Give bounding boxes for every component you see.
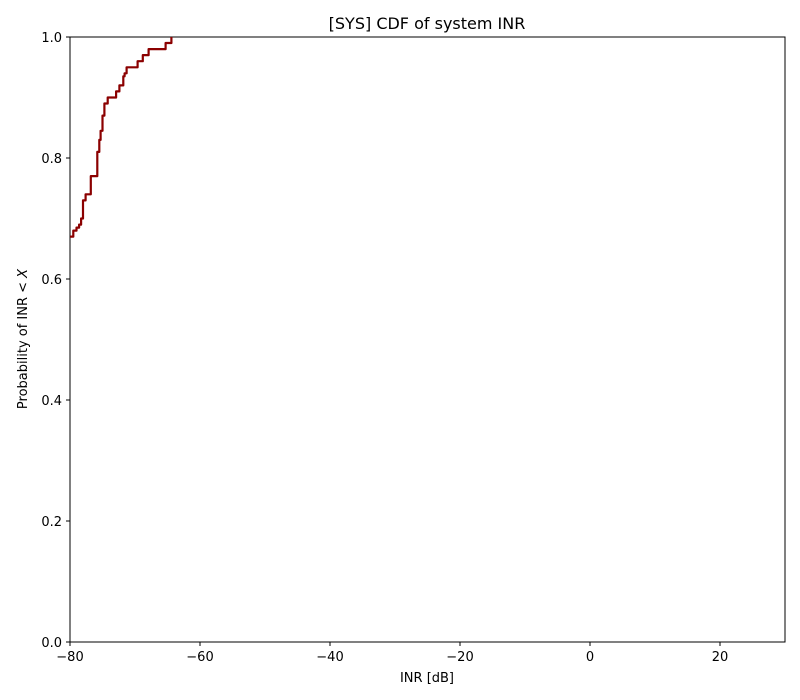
plot-area	[69, 36, 786, 643]
chart-title: [SYS] CDF of system INR	[329, 14, 526, 33]
y-axis: 0.0 0.2 0.4 0.6 0.8 1.0	[41, 31, 70, 651]
x-axis-label: INR [dB]	[400, 671, 454, 686]
axes-frame	[69, 36, 786, 643]
y-tick-label: 0.0	[41, 636, 62, 651]
y-axis-label-variable: X	[16, 268, 31, 279]
x-tick-label: 20	[712, 650, 729, 665]
x-tick-label: −40	[316, 650, 343, 665]
x-tick-label: −60	[186, 650, 213, 665]
x-tick-label: −80	[56, 650, 83, 665]
y-tick-label: 1.0	[41, 31, 62, 46]
y-tick-label: 0.2	[41, 515, 62, 530]
y-axis-label: Probability of INR < X	[16, 268, 31, 409]
y-tick-label: 0.4	[41, 394, 62, 409]
x-tick-label: −20	[446, 650, 473, 665]
y-tick-label: 0.6	[41, 273, 62, 288]
series-layer	[70, 37, 173, 238]
x-tick-label: 0	[586, 650, 594, 665]
y-axis-label-prefix: Probability of INR <	[16, 278, 31, 409]
cdf-line	[70, 37, 173, 238]
x-axis: −80 −60 −40 −20 0 20	[56, 642, 728, 665]
y-tick-label: 0.8	[41, 152, 62, 167]
